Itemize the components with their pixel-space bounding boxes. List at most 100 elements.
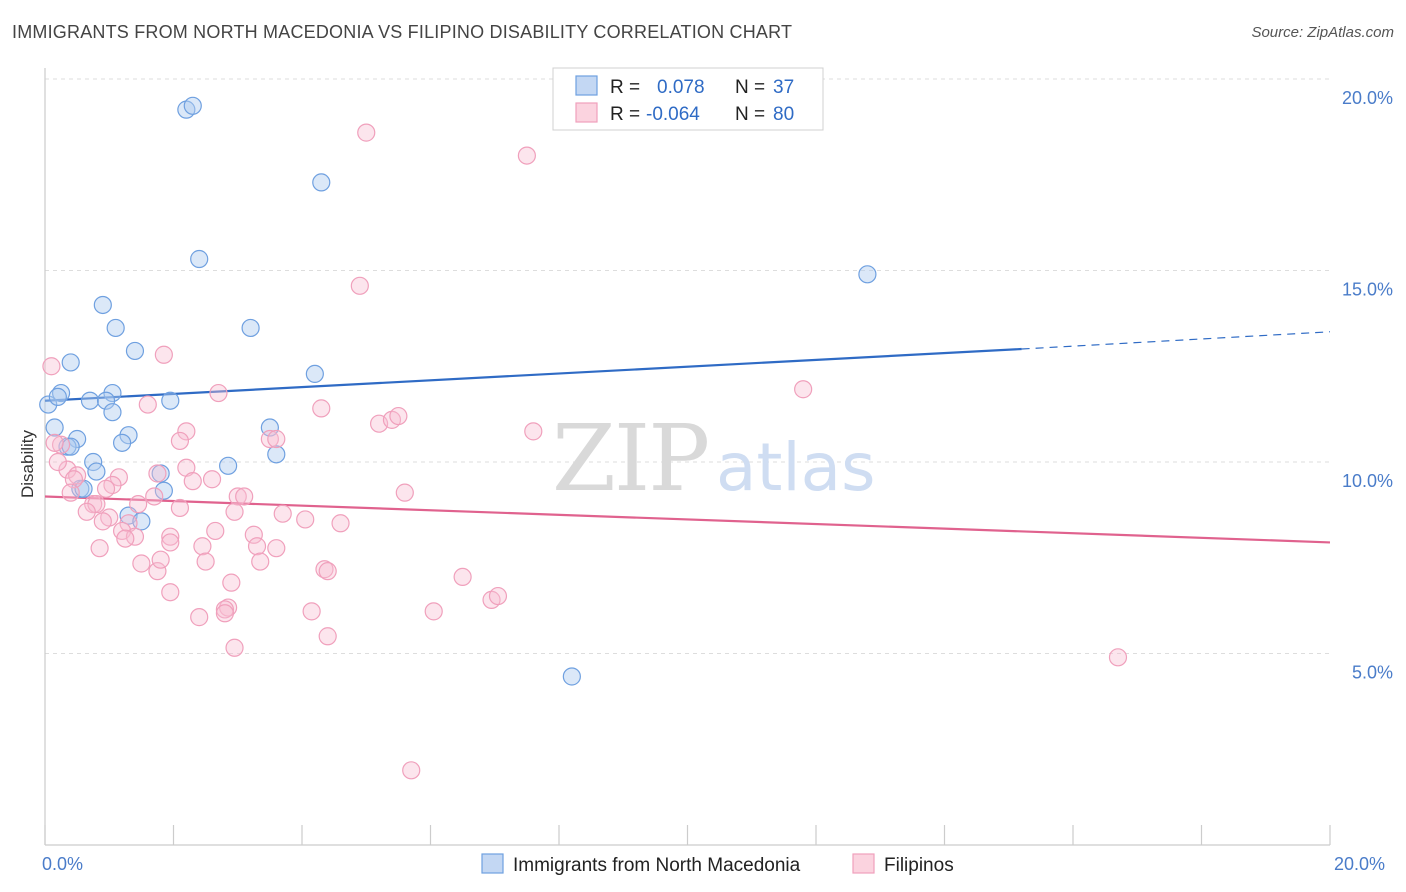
bottom-legend-label-macedonia: Immigrants from North Macedonia xyxy=(513,855,801,876)
bottom-legend: Immigrants from North Macedonia Filipino… xyxy=(481,853,954,876)
point-1-78 xyxy=(48,452,67,472)
point-1-41 xyxy=(93,512,112,531)
legend-r-label-2: R = xyxy=(610,104,640,125)
x-tick-label-max: 20.0% xyxy=(1334,854,1385,874)
legend-box: R = 0.078 N = 37 R = -0.064 N = 80 xyxy=(552,67,824,131)
point-1-30 xyxy=(145,487,164,506)
bottom-legend-swatch-filipinos xyxy=(852,853,875,874)
point-1-44 xyxy=(331,514,350,533)
point-1-11 xyxy=(524,422,543,441)
point-1-76 xyxy=(1108,648,1128,667)
point-1-37 xyxy=(170,498,190,518)
point-0-22 xyxy=(112,433,132,452)
legend-n-label-1: N = xyxy=(735,77,765,98)
point-1-48 xyxy=(116,529,135,548)
point-1-23 xyxy=(148,464,167,483)
point-1-34 xyxy=(87,495,106,514)
point-0-6 xyxy=(106,318,125,338)
watermark-zip: ZIP xyxy=(552,405,708,512)
point-1-61 xyxy=(315,560,334,579)
point-0-14 xyxy=(39,395,58,414)
point-1-18 xyxy=(58,460,77,479)
point-1-35 xyxy=(129,495,148,514)
point-1-15 xyxy=(267,429,286,449)
point-1-28 xyxy=(61,483,80,502)
point-1-29 xyxy=(395,483,414,502)
point-1-3 xyxy=(154,345,173,364)
point-1-6 xyxy=(209,383,228,403)
point-0-28 xyxy=(87,462,106,481)
point-0-9 xyxy=(61,353,80,372)
point-1-72 xyxy=(190,608,209,627)
point-1-24 xyxy=(202,470,222,489)
trend-line-1 xyxy=(44,495,1331,544)
point-1-16 xyxy=(51,435,71,454)
point-1-67 xyxy=(488,586,508,606)
point-0-13 xyxy=(80,391,100,410)
point-1-31 xyxy=(228,487,247,506)
point-0-26 xyxy=(84,452,103,472)
y-axis-label: Disability xyxy=(18,429,37,498)
point-1-13 xyxy=(260,429,279,449)
point-1-79 xyxy=(389,406,408,426)
point-1-65 xyxy=(161,583,180,602)
point-1-7 xyxy=(138,395,157,414)
point-1-73 xyxy=(215,604,234,623)
point-1-52 xyxy=(193,537,212,556)
legend-r-value-1: 0.078 xyxy=(657,77,705,98)
point-0-1 xyxy=(183,96,202,115)
point-1-54 xyxy=(267,539,286,558)
trend-line-0 xyxy=(44,347,1022,402)
legend-r-value-2: -0.064 xyxy=(646,104,700,125)
point-1-71 xyxy=(302,602,321,621)
point-1-55 xyxy=(90,539,109,558)
legend-r-label-1: R = xyxy=(610,77,640,98)
point-0-5 xyxy=(93,295,112,315)
point-0-20 xyxy=(45,418,64,437)
point-0-25 xyxy=(267,445,286,464)
point-0-7 xyxy=(241,318,260,338)
point-0-35 xyxy=(562,667,581,686)
point-1-50 xyxy=(244,525,263,544)
data-points xyxy=(39,96,1128,780)
point-1-70 xyxy=(215,600,234,619)
point-0-3 xyxy=(190,249,209,269)
point-1-59 xyxy=(148,562,167,581)
point-1-32 xyxy=(235,487,254,506)
point-1-69 xyxy=(219,598,238,617)
point-1-27 xyxy=(96,479,116,498)
legend-n-label-2: N = xyxy=(735,104,765,125)
point-0-27 xyxy=(219,456,238,475)
point-1-0 xyxy=(357,123,376,142)
y-tick-label-1: 10.0% xyxy=(1342,471,1393,491)
point-1-51 xyxy=(161,533,180,552)
trend-lines xyxy=(44,331,1331,544)
y-tick-label-3: 20.0% xyxy=(1342,88,1393,108)
y-tick-label-0: 5.0% xyxy=(1352,663,1393,683)
point-1-39 xyxy=(273,504,292,523)
legend-n-value-1: 37 xyxy=(773,77,794,98)
x-tick-label-min: 0.0% xyxy=(42,854,83,874)
point-1-2 xyxy=(350,276,369,295)
point-1-22 xyxy=(64,470,84,489)
point-1-63 xyxy=(453,567,472,587)
point-0-36 xyxy=(48,387,67,406)
point-0-31 xyxy=(154,481,173,500)
point-1-49 xyxy=(161,527,180,546)
y-tick-labels: 5.0% 10.0% 15.0% 20.0% xyxy=(1342,88,1393,683)
point-1-1 xyxy=(517,146,536,165)
point-1-68 xyxy=(424,602,443,621)
point-1-53 xyxy=(247,537,267,556)
point-1-57 xyxy=(196,552,215,571)
legend-swatch-filipinos xyxy=(575,102,598,123)
point-0-16 xyxy=(161,391,180,410)
point-0-10 xyxy=(305,364,324,384)
point-0-2 xyxy=(312,173,331,192)
point-0-15 xyxy=(96,391,116,410)
point-0-17 xyxy=(103,403,122,422)
point-1-74 xyxy=(318,627,337,646)
point-1-60 xyxy=(151,550,170,569)
source-label: Source: ZipAtlas.com xyxy=(1251,24,1394,41)
point-1-46 xyxy=(206,521,225,541)
